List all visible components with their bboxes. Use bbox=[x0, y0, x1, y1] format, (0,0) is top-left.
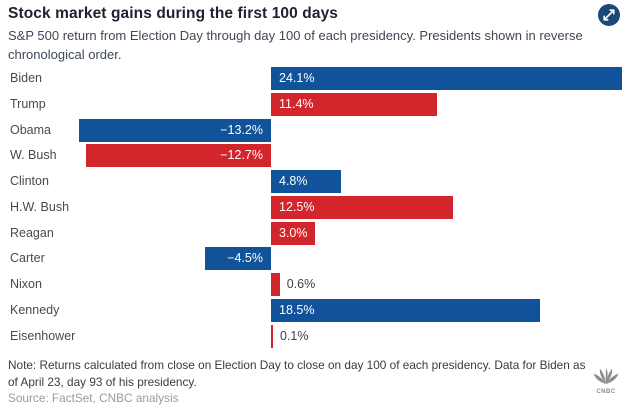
bar-nixon[interactable] bbox=[271, 273, 280, 296]
chart-subtitle: S&P 500 return from Election Day through… bbox=[8, 28, 583, 62]
chart-row: Clinton 4.8% bbox=[0, 170, 626, 193]
expand-button[interactable] bbox=[598, 4, 620, 26]
category-label: W. Bush bbox=[10, 148, 57, 163]
chart-row: Obama −13.2% bbox=[0, 118, 626, 142]
chart-row: W. Bush −12.7% bbox=[0, 144, 626, 168]
value-label: 11.4% bbox=[279, 96, 314, 111]
chart-row: Nixon 0.6% bbox=[0, 273, 626, 296]
bar-carter[interactable] bbox=[205, 247, 271, 271]
bar-chart: Biden 24.1% Trump 11.4% Obama −13.2% W. Bush −1… bbox=[0, 67, 626, 351]
footnote: Note: Returns calculated from close on E… bbox=[8, 358, 586, 389]
chart-row: Biden 24.1% bbox=[0, 67, 626, 90]
expand-icon bbox=[603, 9, 615, 21]
category-label: Nixon bbox=[10, 277, 42, 291]
chart-row: Carter −4.5% bbox=[0, 247, 626, 271]
bar-trump[interactable] bbox=[271, 92, 437, 116]
bar-reagan[interactable] bbox=[271, 221, 315, 245]
value-label: 0.6% bbox=[286, 277, 316, 291]
chart-row: H.W. Bush 12.5% bbox=[0, 195, 626, 219]
bar-eisenhower[interactable] bbox=[271, 324, 273, 348]
source-text: Source: FactSet, CNBC analysis bbox=[8, 391, 179, 405]
bar-clinton[interactable] bbox=[271, 170, 341, 193]
category-label: H.W. Bush bbox=[10, 199, 70, 214]
category-label: Trump bbox=[10, 96, 46, 111]
chart-row: Reagan 3.0% bbox=[0, 221, 626, 245]
value-label: 18.5% bbox=[279, 302, 315, 317]
value-label: 0.1% bbox=[280, 328, 309, 343]
value-label: −4.5% bbox=[227, 251, 263, 266]
chart-row: Kennedy 18.5% bbox=[0, 298, 626, 322]
value-label: 12.5% bbox=[279, 199, 315, 214]
chart-row: Eisenhower 0.1% bbox=[0, 324, 626, 348]
category-label: Kennedy bbox=[10, 302, 60, 317]
chart-row: Trump 11.4% bbox=[0, 92, 626, 116]
value-label: 24.1% bbox=[279, 71, 315, 85]
bar-biden[interactable] bbox=[271, 67, 622, 90]
page-title: Stock market gains during the first 100 … bbox=[8, 5, 339, 22]
category-label: Carter bbox=[10, 251, 45, 266]
value-label: 4.8% bbox=[279, 174, 308, 188]
bar-obama[interactable] bbox=[78, 118, 271, 142]
bar-w-bush[interactable] bbox=[86, 144, 271, 168]
bar-h-w-bush[interactable] bbox=[271, 195, 453, 219]
bar-kennedy[interactable] bbox=[271, 298, 541, 322]
cnbc-peacock-logo-icon bbox=[593, 368, 619, 384]
category-label: Clinton bbox=[10, 174, 49, 188]
cnbc-logo-text: CNBC bbox=[596, 389, 616, 395]
category-label: Biden bbox=[10, 71, 42, 85]
cnbc-logo: CNBC bbox=[591, 368, 621, 395]
category-label: Eisenhower bbox=[10, 328, 76, 343]
category-label: Reagan bbox=[10, 225, 54, 240]
value-label: −12.7% bbox=[220, 148, 263, 163]
category-label: Obama bbox=[10, 122, 51, 137]
value-label: 3.0% bbox=[279, 225, 308, 240]
value-label: −13.2% bbox=[220, 122, 263, 137]
